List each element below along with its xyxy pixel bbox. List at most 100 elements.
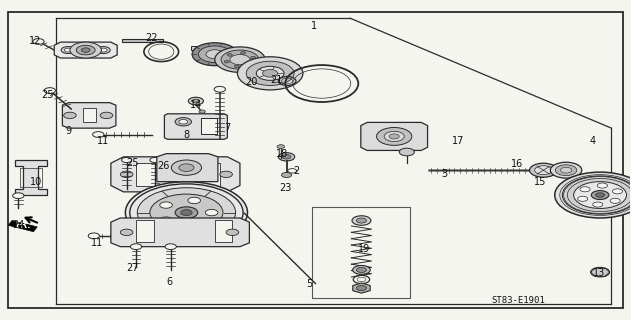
Circle shape xyxy=(357,285,367,291)
Text: 10: 10 xyxy=(30,177,42,187)
Circle shape xyxy=(555,172,631,218)
Circle shape xyxy=(198,46,231,62)
Circle shape xyxy=(175,207,198,218)
Text: FR.: FR. xyxy=(15,221,30,230)
Circle shape xyxy=(131,244,142,250)
Circle shape xyxy=(230,54,250,65)
Circle shape xyxy=(377,127,412,145)
Text: 23: 23 xyxy=(279,183,292,193)
Polygon shape xyxy=(54,42,117,58)
Circle shape xyxy=(100,112,113,119)
Circle shape xyxy=(555,165,577,176)
Bar xyxy=(191,46,199,50)
Circle shape xyxy=(121,171,133,178)
Circle shape xyxy=(188,221,201,228)
Circle shape xyxy=(591,268,610,277)
Circle shape xyxy=(399,148,415,156)
Circle shape xyxy=(574,182,627,208)
Text: 1: 1 xyxy=(311,21,317,31)
Circle shape xyxy=(180,210,192,215)
Circle shape xyxy=(121,229,133,236)
Circle shape xyxy=(138,188,235,237)
Circle shape xyxy=(220,171,232,178)
Circle shape xyxy=(179,120,187,124)
Text: 9: 9 xyxy=(65,126,71,136)
Text: 7: 7 xyxy=(224,123,230,133)
Circle shape xyxy=(61,47,75,53)
Circle shape xyxy=(150,157,160,163)
Circle shape xyxy=(357,218,367,223)
Circle shape xyxy=(97,47,110,53)
Text: 11: 11 xyxy=(91,238,103,248)
Circle shape xyxy=(277,145,285,148)
Circle shape xyxy=(534,166,552,175)
Text: 21: 21 xyxy=(270,75,283,85)
Circle shape xyxy=(224,60,229,63)
Circle shape xyxy=(172,160,201,175)
Circle shape xyxy=(88,233,100,239)
Text: 4: 4 xyxy=(589,136,596,146)
Bar xyxy=(312,207,410,298)
Circle shape xyxy=(240,52,245,54)
Text: 17: 17 xyxy=(452,136,464,146)
Circle shape xyxy=(70,42,102,58)
Polygon shape xyxy=(165,114,227,139)
Text: 25: 25 xyxy=(42,90,54,100)
Circle shape xyxy=(593,202,603,207)
Circle shape xyxy=(613,189,623,194)
Text: ST83-E1901: ST83-E1901 xyxy=(492,296,546,305)
Text: 20: 20 xyxy=(245,77,257,87)
Circle shape xyxy=(206,50,223,59)
Circle shape xyxy=(234,65,239,68)
Circle shape xyxy=(44,88,56,93)
Circle shape xyxy=(199,110,205,113)
Text: 5: 5 xyxy=(306,279,312,289)
Circle shape xyxy=(610,198,620,203)
Text: 22: 22 xyxy=(146,33,158,43)
Circle shape xyxy=(596,193,604,197)
Polygon shape xyxy=(361,123,428,150)
Circle shape xyxy=(256,66,284,80)
Circle shape xyxy=(281,172,292,178)
Circle shape xyxy=(179,164,194,172)
Bar xyxy=(312,207,410,298)
Circle shape xyxy=(247,63,252,66)
Circle shape xyxy=(215,47,265,72)
Polygon shape xyxy=(111,218,249,247)
Circle shape xyxy=(560,167,572,173)
Circle shape xyxy=(64,112,76,119)
Circle shape xyxy=(126,182,247,244)
Polygon shape xyxy=(8,220,37,232)
Circle shape xyxy=(237,57,303,90)
Circle shape xyxy=(13,193,24,198)
Text: 8: 8 xyxy=(184,130,189,140)
Text: 14: 14 xyxy=(190,100,202,110)
Circle shape xyxy=(33,39,44,44)
Text: 11: 11 xyxy=(97,136,109,146)
Circle shape xyxy=(389,134,399,139)
Text: 26: 26 xyxy=(157,161,169,171)
Circle shape xyxy=(529,163,557,177)
Circle shape xyxy=(205,209,218,216)
Text: 6: 6 xyxy=(167,277,172,287)
Circle shape xyxy=(93,132,104,137)
Text: 16: 16 xyxy=(511,159,523,169)
Circle shape xyxy=(353,266,370,274)
Bar xyxy=(201,163,220,186)
Circle shape xyxy=(577,196,587,201)
Text: 18: 18 xyxy=(276,148,288,159)
Circle shape xyxy=(562,176,631,214)
Text: 15: 15 xyxy=(533,177,546,187)
Circle shape xyxy=(165,244,176,250)
Bar xyxy=(201,118,216,134)
Circle shape xyxy=(262,69,278,77)
Polygon shape xyxy=(353,283,370,293)
Circle shape xyxy=(192,99,199,103)
Bar xyxy=(83,108,97,123)
Text: 25: 25 xyxy=(127,158,139,168)
Polygon shape xyxy=(15,160,47,195)
Bar xyxy=(136,163,155,186)
Circle shape xyxy=(226,229,239,236)
Circle shape xyxy=(188,197,201,204)
Circle shape xyxy=(282,155,291,159)
